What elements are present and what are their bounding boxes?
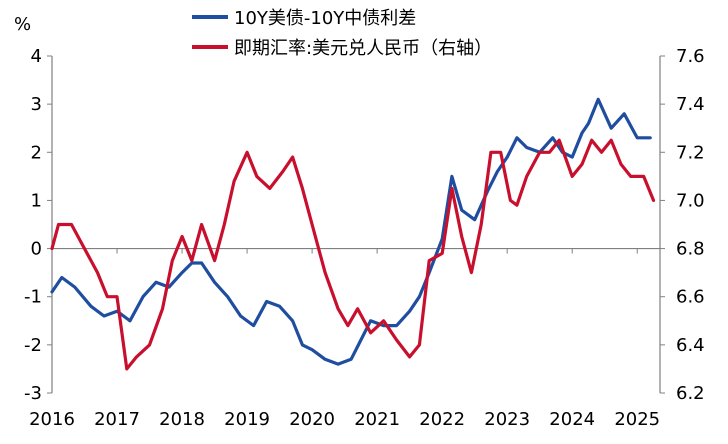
x-tick-label: 2020 bbox=[289, 409, 335, 430]
right-tick-label: 7.4 bbox=[676, 94, 705, 115]
right-tick-label: 6.6 bbox=[676, 287, 705, 308]
left-tick-label: 0 bbox=[31, 239, 42, 260]
left-tick-label: -3 bbox=[24, 383, 42, 404]
legend-label-spread: 10Y美债-10Y中债利差 bbox=[234, 8, 416, 29]
right-tick-label: 7.2 bbox=[676, 142, 705, 163]
x-tick-label: 2017 bbox=[94, 409, 140, 430]
right-tick-label: 6.2 bbox=[676, 383, 705, 404]
left-axis-unit: % bbox=[14, 14, 31, 35]
right-tick-label: 6.8 bbox=[676, 239, 705, 260]
plot-area bbox=[50, 97, 656, 371]
x-tick-label: 2025 bbox=[614, 409, 660, 430]
x-tick-label: 2022 bbox=[419, 409, 465, 430]
axes: -3 -2 -1 0 1 2 3 4% 6.2 6.4 6.6 6.8 7.0 7.2 7.4 7.6 2016… bbox=[14, 14, 705, 430]
right-tick-label: 7.0 bbox=[676, 190, 705, 211]
left-tick-label: -2 bbox=[24, 335, 42, 356]
fx-series-line bbox=[50, 138, 656, 371]
x-tick-label: 2018 bbox=[159, 409, 205, 430]
x-tick-label: 2024 bbox=[549, 409, 595, 430]
legend-label-fx: 即期汇率:美元兑人民币（右轴） bbox=[234, 38, 492, 59]
left-tick-label: -1 bbox=[24, 287, 42, 308]
x-tick-label: 2021 bbox=[354, 409, 400, 430]
left-tick-label: 1 bbox=[31, 190, 42, 211]
right-tick-label: 6.4 bbox=[676, 335, 705, 356]
spread-series-line bbox=[50, 97, 652, 366]
left-tick-label: 4 bbox=[31, 46, 42, 67]
right-tick-label: 7.6 bbox=[676, 46, 705, 67]
left-tick-label: 3 bbox=[31, 94, 42, 115]
x-tick-label: 2023 bbox=[484, 409, 530, 430]
x-tick-label: 2016 bbox=[29, 409, 75, 430]
left-tick-label: 2 bbox=[31, 142, 42, 163]
x-tick-label: 2019 bbox=[224, 409, 270, 430]
